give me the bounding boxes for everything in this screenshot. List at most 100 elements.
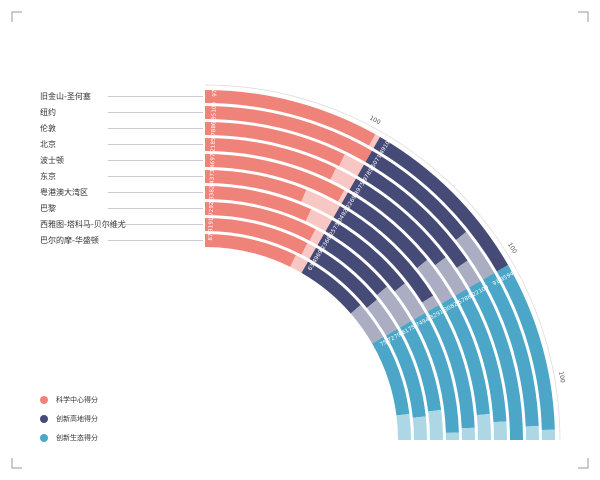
bar-remainder-0-8	[301, 243, 316, 260]
bar-remainder-1-6	[394, 283, 425, 320]
bar-remainder-0-9	[290, 255, 308, 273]
bar-1-1	[365, 150, 467, 240]
category-label-3: 北京	[40, 139, 56, 149]
bar-0-7	[205, 202, 316, 241]
bar-remainder-2-1	[525, 425, 539, 440]
bar-remainder-1-4	[417, 259, 453, 304]
value-label-0-6: 82.43	[209, 176, 215, 192]
bar-2-9	[372, 337, 410, 416]
bar-0-4	[205, 154, 345, 202]
bar-0-3	[205, 138, 337, 180]
corner-bottom-left	[11, 458, 22, 469]
bar-remainder-2-3	[493, 421, 507, 440]
bar-1-6	[325, 220, 405, 292]
bar-remainder-0-2	[339, 154, 364, 176]
bar-2-8	[385, 329, 426, 418]
value-label-0-2: 86.95	[211, 112, 217, 128]
legend-marker-0	[40, 396, 48, 404]
bar-1-2	[357, 164, 468, 268]
bar-2-5	[427, 305, 475, 429]
value-label-1-0: 100	[383, 137, 394, 150]
bar-remainder-1-5	[422, 295, 439, 312]
legend-label-2: 创新生态得分	[56, 433, 98, 442]
bar-remainder-1-7	[377, 286, 412, 328]
bar-remainder-2-7	[428, 409, 443, 440]
bar-remainder-0-7	[309, 229, 324, 246]
bar-remainder-0-5	[301, 189, 340, 218]
category-label-7: 巴黎	[40, 203, 56, 213]
bar-1-4	[341, 192, 428, 269]
bar-remainder-1-9	[350, 304, 384, 344]
value-label-0-8: 91.72	[209, 209, 215, 225]
category-label-4: 波士顿	[40, 155, 64, 165]
value-label-0-5: 73.46	[210, 160, 216, 176]
bar-remainder-2-0	[541, 429, 555, 440]
bar-2-4	[441, 297, 490, 416]
bar-1-7	[317, 233, 387, 295]
category-label-5: 东京	[40, 171, 56, 181]
scale-label-0: 100	[368, 115, 382, 127]
outer-reference-arc	[204, 84, 561, 441]
value-label-2-2: 100	[478, 284, 491, 295]
scale-label-1: 100	[506, 241, 518, 255]
bar-0-2	[205, 122, 345, 167]
bar-remainder-2-9	[396, 413, 411, 440]
bar-remainder-0-0	[369, 134, 380, 149]
bar-remainder-1-8	[366, 299, 398, 336]
value-label-0-4: 97.21	[210, 145, 216, 161]
category-label-0: 旧金山-圣何塞	[40, 91, 91, 101]
bar-2-1	[482, 273, 539, 427]
bar-0-8	[205, 218, 308, 255]
legend-label-1: 创新高地得分	[56, 414, 98, 423]
bar-2-0	[496, 265, 555, 430]
bar-1-3	[349, 178, 446, 266]
bar-remainder-0-6	[305, 209, 332, 232]
bar-1-9	[301, 261, 361, 314]
value-label-0-1: 100	[212, 102, 218, 113]
bar-remainder-2-5	[461, 427, 475, 440]
reference-arcs	[204, 84, 561, 441]
corner-top-right	[578, 11, 589, 22]
category-label-9: 巴尔的摩-华盛顿	[40, 235, 99, 245]
legend-label-0: 科学中心得分	[56, 395, 98, 404]
bar-remainder-1-2	[456, 260, 481, 288]
bars-group	[205, 90, 555, 440]
bar-remainder-2-6	[445, 432, 459, 440]
corner-top-left	[11, 11, 22, 22]
bar-0-1	[205, 106, 372, 163]
bar-2-6	[413, 313, 459, 433]
bar-0-9	[205, 234, 296, 267]
bar-remainder-2-8	[412, 416, 427, 440]
bar-0-5	[205, 170, 307, 202]
category-label-1: 纽约	[40, 107, 56, 117]
bar-1-8	[309, 247, 377, 308]
value-label-0-9: 87.31	[208, 225, 214, 241]
bar-0-0	[205, 90, 376, 146]
bar-remainder-0-3	[330, 167, 356, 190]
bar-2-7	[399, 321, 442, 412]
scale-label-2: 100	[557, 371, 566, 384]
category-label-8: 西雅图-塔科马-贝尔维尤	[40, 219, 126, 229]
bar-2-3	[455, 289, 507, 423]
value-label-0-3: 85.78	[211, 128, 217, 144]
leader-lines	[108, 96, 203, 241]
corner-bottom-right	[578, 458, 589, 469]
legend-marker-2	[40, 434, 48, 442]
category-label-2: 伦敦	[40, 123, 56, 133]
value-label-0-7: 92.33	[209, 192, 215, 208]
bar-1-0	[373, 136, 509, 272]
bar-remainder-0-4	[338, 190, 348, 204]
value-label-0-0: 97.13	[212, 80, 218, 96]
bar-0-6	[205, 186, 312, 222]
bar-remainder-1-3	[435, 257, 467, 296]
bar-1-5	[333, 206, 434, 303]
frame-corners	[11, 11, 589, 469]
bar-remainder-2-4	[476, 413, 491, 440]
bar-2-2	[469, 281, 523, 440]
legend-marker-1	[40, 415, 48, 423]
category-label-6: 粤港澳大湾区	[40, 187, 88, 197]
bar-remainder-1-1	[456, 231, 495, 280]
